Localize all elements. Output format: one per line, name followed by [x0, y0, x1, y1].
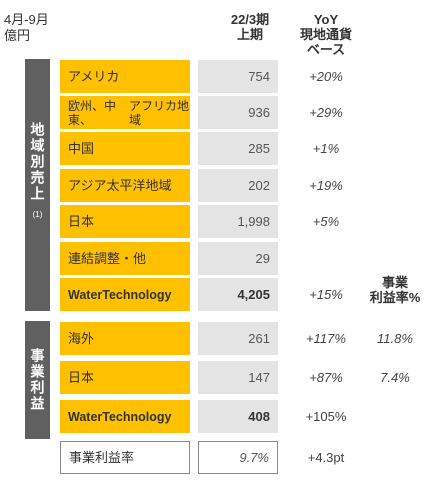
profit-row-value: 147 — [198, 361, 278, 394]
sales-row-label: アメリカ — [60, 60, 190, 93]
header-yoy-line3: ベース — [306, 42, 346, 57]
sales-row-value: 29 — [198, 242, 278, 275]
header-period-line2: 上期 — [236, 27, 263, 42]
sales-row-value: 202 — [198, 169, 278, 202]
profit-row-margin: 11.8% — [377, 331, 413, 346]
unit-label: 億円 — [4, 28, 31, 43]
sales-total-value: 4,205 — [198, 278, 278, 311]
margin-row-yoy: +4.3pt — [307, 450, 345, 465]
sales-row-label: 日本 — [60, 205, 190, 238]
sales-total-yoy: +15% — [309, 287, 343, 302]
header-yoy: YoY 現地通貨 ベース — [286, 12, 366, 57]
period-range: 4月-9月 — [4, 12, 49, 27]
sales-section-note: (1) — [32, 209, 43, 219]
profit-row-label: 日本 — [60, 361, 190, 394]
sales-row-label: 連結調整・他 — [60, 242, 190, 275]
header-yoy-line2: 現地通貨 — [299, 27, 352, 42]
sales-row-yoy: +5% — [312, 214, 340, 229]
header-margin-line2: 利益率% — [369, 290, 421, 305]
profit-total-yoy: +105% — [305, 409, 347, 424]
sales-row-yoy — [286, 242, 366, 275]
profit-section-bar: 事業利益 — [25, 321, 50, 439]
sales-section-bar: 地域別売上 (1) — [25, 59, 50, 311]
sales-row-value: 754 — [198, 60, 278, 93]
sales-row-yoy: +19% — [309, 178, 343, 193]
header-period: 22/3期 上期 — [190, 12, 310, 42]
header-period-line1: 22/3期 — [230, 12, 270, 27]
sales-row-value: 936 — [198, 96, 278, 129]
profit-row-label: 海外 — [60, 322, 190, 355]
sales-row-label: 中国 — [60, 132, 190, 165]
margin-row-label: 事業利益率 — [60, 441, 190, 474]
header-yoy-line1: YoY — [313, 12, 339, 27]
profit-row-yoy: +117% — [306, 331, 346, 346]
period-label: 4月-9月 億円 — [4, 12, 49, 44]
sales-total-label: Water Technology — [60, 278, 190, 311]
sales-section-title: 地域別売上 — [29, 121, 46, 202]
header-margin-line1: 事業 — [381, 275, 408, 290]
profit-row-margin: 7.4% — [380, 370, 410, 385]
profit-total-value: 408 — [198, 400, 278, 433]
sales-row-yoy: +20% — [309, 69, 343, 84]
sales-row-label: 欧州、中東、 アフリカ地域 — [60, 96, 190, 129]
sales-row-label: アジア太平洋地域 — [60, 169, 190, 202]
sales-row-yoy: +1% — [312, 141, 340, 156]
profit-row-yoy: +87% — [309, 370, 343, 385]
profit-row-value: 261 — [198, 322, 278, 355]
profit-section-title: 事業利益 — [29, 348, 46, 412]
sales-row-yoy: +29% — [309, 105, 343, 120]
sales-row-value: 285 — [198, 132, 278, 165]
header-margin: 事業 利益率% — [353, 275, 431, 305]
margin-row-value: 9.7% — [198, 441, 278, 474]
sales-row-value: 1,998 — [198, 205, 278, 238]
profit-total-label: Water Technology — [60, 400, 190, 433]
